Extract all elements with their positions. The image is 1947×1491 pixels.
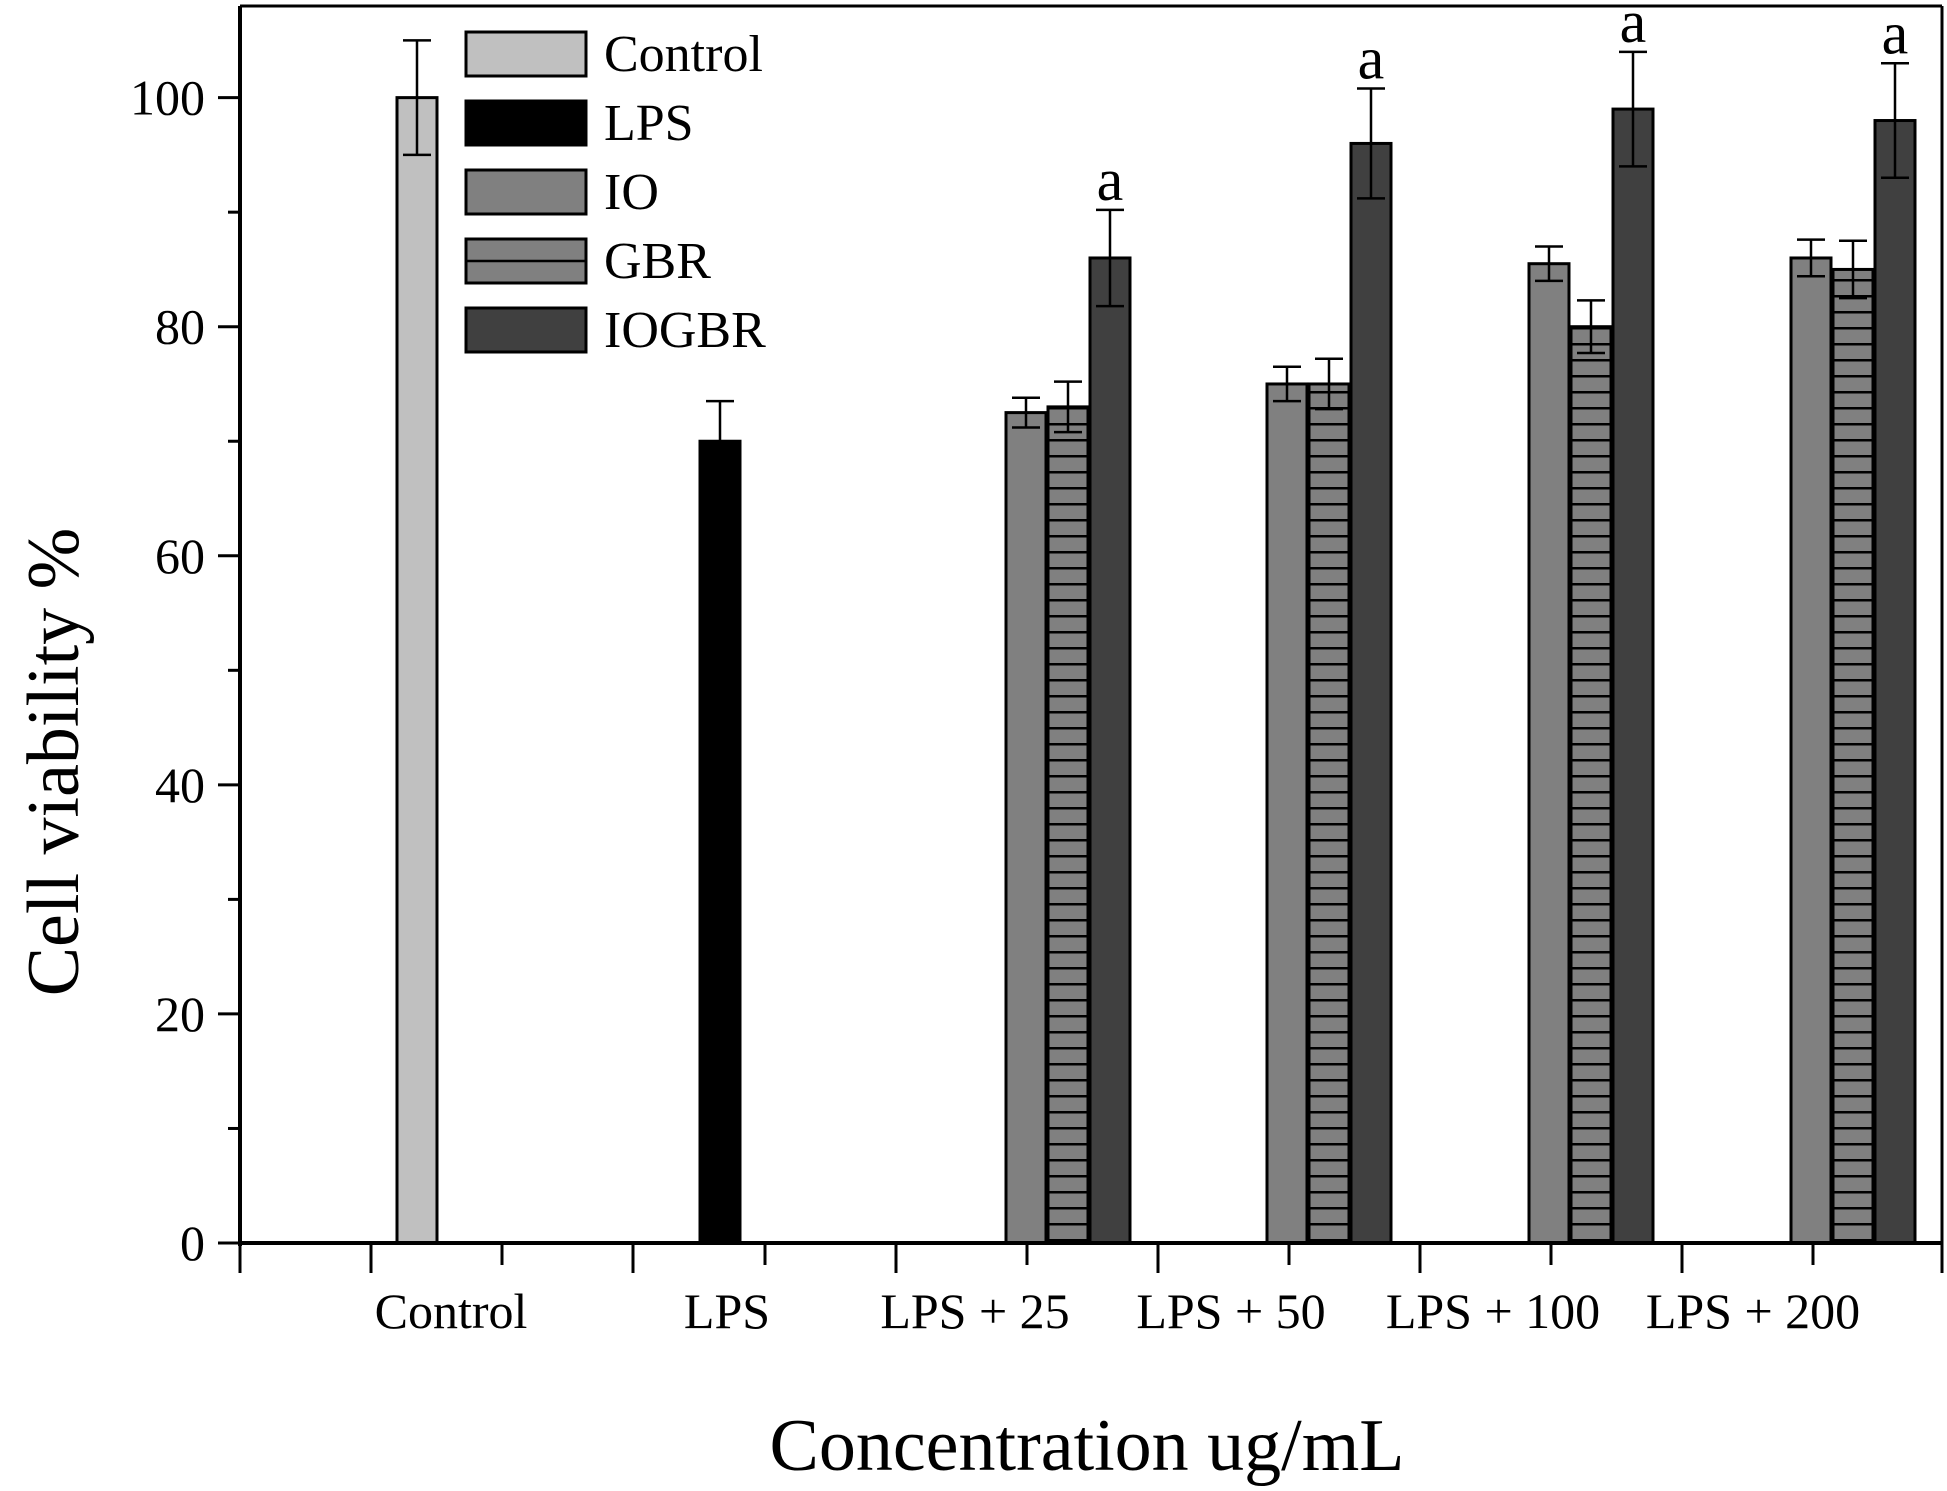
significance-label-lps-100: a <box>1620 0 1647 55</box>
y-axis-title: Cell viability % <box>13 528 95 997</box>
x-tick-label: Control <box>375 1283 528 1339</box>
bar-gbr-lps-25 <box>1046 405 1090 1245</box>
y-tick-label: 80 <box>155 299 205 355</box>
bar-iogbr-lps-25 <box>1088 256 1132 1245</box>
y-tick-label: 60 <box>155 528 205 584</box>
bar-gbr-lps-50 <box>1307 382 1351 1245</box>
legend-label: LPS <box>604 95 694 152</box>
legend-label: GBR <box>604 233 711 290</box>
bar-io-lps-200 <box>1789 256 1833 1245</box>
bar-iogbr-lps-50 <box>1349 141 1393 1245</box>
legend-swatch-io <box>464 168 588 216</box>
bar-io-lps-100 <box>1527 262 1571 1245</box>
x-tick-label: LPS + 50 <box>1136 1283 1325 1339</box>
x-tick-label: LPS + 200 <box>1646 1283 1860 1339</box>
x-tick-label: LPS + 25 <box>880 1283 1069 1339</box>
y-tick-label: 0 <box>180 1215 205 1271</box>
bar-iogbr-lps-100 <box>1611 107 1655 1245</box>
x-tick-label: LPS + 100 <box>1386 1283 1600 1339</box>
legend-swatch-iogbr <box>464 306 588 354</box>
bar-io-lps-50 <box>1265 382 1309 1245</box>
bar-gbr-lps-100 <box>1569 325 1613 1245</box>
plot-area: a a a a 0 20 40 60 80 100 Control LPS LPS + 25 LPS + … <box>130 0 1944 1339</box>
y-tick-label: 100 <box>130 70 205 126</box>
y-tick-label: 20 <box>155 986 205 1042</box>
legend-swatch-control <box>464 30 588 78</box>
legend-label: Control <box>604 26 763 83</box>
bar-gbr-lps-200 <box>1831 267 1875 1245</box>
legend-label: IOGBR <box>604 302 766 359</box>
legend-label: IO <box>604 164 659 221</box>
y-tick-label: 40 <box>155 757 205 813</box>
bar-control-control <box>395 96 439 1245</box>
bar-io-lps-25 <box>1004 411 1048 1245</box>
x-axis-title: Concentration ug/mL <box>769 1405 1404 1487</box>
significance-label-lps-200: a <box>1882 0 1909 66</box>
significance-label-lps-50: a <box>1358 25 1385 91</box>
significance-label-lps-25: a <box>1097 147 1124 213</box>
bar-lps-lps <box>698 439 742 1245</box>
bar-iogbr-lps-200 <box>1873 119 1917 1245</box>
x-tick-label: LPS <box>684 1283 770 1339</box>
legend-swatch-lps <box>464 99 588 147</box>
